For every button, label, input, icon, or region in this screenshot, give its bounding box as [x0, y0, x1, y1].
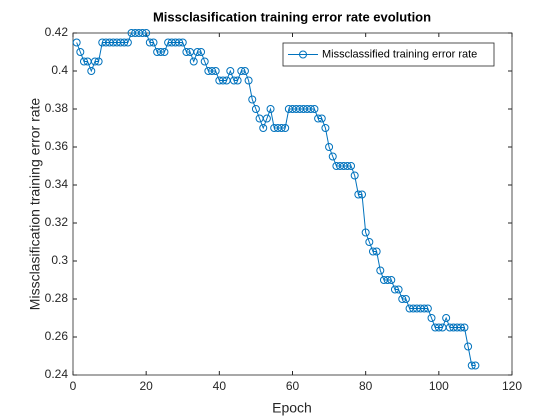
marker [237, 67, 246, 75]
x-tick-label: 40 [213, 379, 227, 393]
marker [120, 38, 129, 47]
marker [427, 314, 436, 322]
marker [277, 124, 286, 132]
y-tick-label: 0.42 [45, 25, 69, 39]
marker [200, 57, 209, 66]
marker [94, 57, 103, 66]
marker [358, 190, 367, 199]
marker [350, 171, 359, 180]
marker [211, 67, 220, 75]
marker [310, 105, 319, 113]
marker [387, 276, 396, 284]
marker [325, 143, 334, 151]
marker [383, 276, 392, 284]
y-tick-label: 0.38 [45, 101, 69, 115]
marker [328, 152, 337, 161]
chart-title: Missclasification training error rate ev… [153, 9, 431, 24]
x-axis-label: Epoch [272, 400, 312, 416]
marker [259, 124, 268, 132]
plot-area [72, 32, 513, 376]
marker [145, 38, 154, 47]
x-tick-label: 20 [139, 379, 153, 393]
marker [72, 38, 81, 47]
marker [343, 162, 352, 170]
marker [354, 190, 363, 199]
marker [189, 57, 198, 66]
marker [347, 162, 356, 170]
legend-box [282, 42, 495, 67]
marker [244, 76, 253, 85]
marker [182, 48, 191, 56]
marker [365, 238, 374, 246]
marker [178, 38, 187, 47]
y-tick-label: 0.28 [45, 291, 69, 305]
marker [442, 314, 451, 322]
marker [456, 323, 465, 332]
marker [251, 105, 260, 113]
marker [401, 295, 410, 303]
marker [79, 57, 88, 66]
marker [218, 76, 227, 85]
y-tick-label: 0.32 [45, 215, 69, 229]
marker [398, 295, 407, 303]
marker [317, 114, 326, 123]
marker [368, 247, 377, 256]
marker [394, 285, 403, 294]
marker [226, 67, 235, 75]
marker [281, 124, 290, 132]
marker [90, 57, 99, 66]
y-tick-label: 0.26 [45, 329, 69, 343]
marker [149, 38, 158, 47]
marker [266, 105, 275, 113]
marker [160, 48, 169, 56]
marker [197, 48, 206, 56]
marker [262, 114, 271, 123]
marker [208, 67, 217, 75]
marker [321, 124, 330, 132]
marker [471, 361, 480, 370]
marker [314, 114, 323, 123]
legend-label: Missclassified training error rate [322, 48, 477, 60]
marker [460, 323, 469, 332]
marker [229, 76, 238, 85]
y-tick-label: 0.3 [51, 253, 68, 267]
marker [193, 48, 202, 56]
marker [420, 304, 429, 313]
y-tick-label: 0.34 [45, 177, 69, 191]
marker [361, 228, 370, 237]
marker [467, 361, 476, 370]
marker [233, 76, 242, 85]
marker [423, 304, 432, 313]
x-tick-label: 100 [429, 379, 449, 393]
marker [142, 29, 151, 37]
x-tick-label: 120 [502, 379, 522, 393]
marker [87, 67, 96, 75]
marker [434, 323, 443, 332]
y-axis-label: Missclasification training error rate [27, 98, 43, 311]
y-tick-label: 0.36 [45, 139, 69, 153]
marker [175, 38, 184, 47]
marker [138, 29, 147, 37]
marker [248, 95, 257, 104]
marker [390, 285, 399, 294]
marker [372, 247, 381, 256]
marker [156, 48, 165, 56]
marker [306, 105, 315, 113]
marker [240, 67, 249, 75]
x-tick-label: 0 [70, 379, 77, 393]
y-tick-label: 0.4 [51, 63, 68, 77]
marker [376, 266, 385, 275]
y-tick-label: 0.24 [45, 367, 69, 381]
x-tick-label: 80 [359, 379, 373, 393]
marker [76, 48, 85, 56]
marker [123, 38, 132, 47]
legend-marker [299, 50, 307, 59]
marker [464, 342, 473, 351]
x-tick-label: 60 [286, 379, 300, 393]
